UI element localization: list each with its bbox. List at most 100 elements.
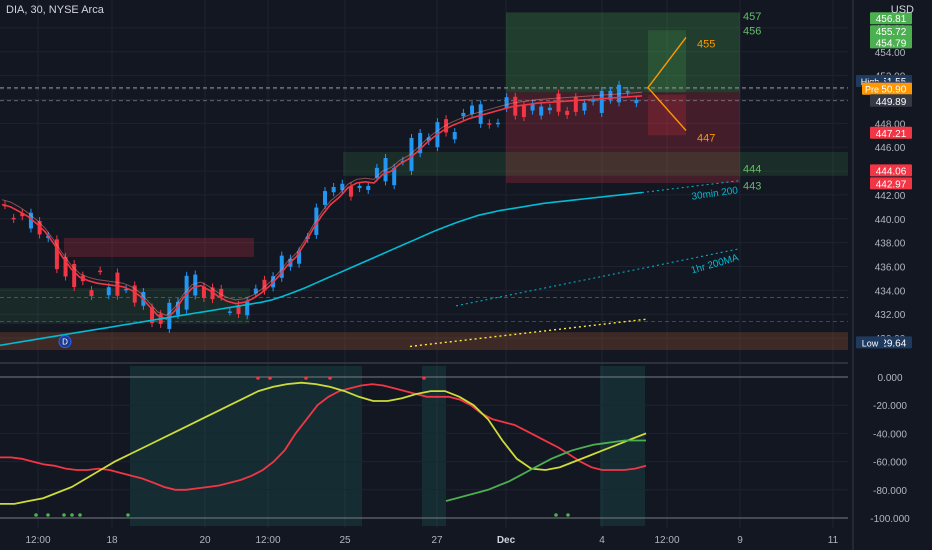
stop-zone — [506, 92, 740, 183]
candle-64 — [556, 93, 561, 112]
osc-highlight-1 — [422, 366, 446, 526]
projection-arrows — [647, 37, 687, 131]
candle-58 — [504, 97, 509, 108]
signal-dot-green-2 — [62, 513, 66, 517]
osc-line-1 — [0, 381, 647, 505]
currency-label[interactable]: USD — [890, 4, 914, 16]
mid-zone — [343, 151, 848, 176]
osc-line-2 — [445, 439, 646, 502]
price-badge-11 — [870, 177, 912, 190]
candle-62 — [539, 106, 544, 116]
candle-49 — [426, 137, 431, 142]
price-badge-0 — [870, 12, 912, 25]
candle-2 — [20, 213, 25, 217]
osc-line-0 — [0, 383, 647, 491]
price-badge-text-11: 442.97 — [876, 179, 907, 190]
price-badge-10 — [870, 164, 912, 177]
signal-dot-green-0 — [34, 513, 38, 517]
candle-47 — [409, 137, 414, 171]
signal-dot-red-2 — [304, 376, 308, 380]
candle-17 — [150, 307, 155, 324]
candle-8 — [72, 263, 77, 288]
candle-36 — [314, 207, 319, 235]
candle-20 — [175, 301, 180, 315]
time-tick-8: 12:00 — [654, 535, 679, 546]
price-badge-2 — [870, 36, 912, 49]
candle-14 — [124, 288, 129, 291]
signal-dot-red-3 — [328, 376, 332, 380]
candle-27 — [236, 304, 241, 315]
price-tick-4: 438.00 — [875, 239, 906, 250]
candle-34 — [297, 251, 302, 264]
candle-22 — [193, 274, 198, 296]
indicator-lines — [0, 91, 741, 348]
price-badge-text-8: 449.89 — [876, 97, 907, 108]
time-tick-9: 9 — [737, 535, 743, 546]
candle-28 — [245, 301, 250, 316]
candle-73 — [634, 99, 639, 104]
price-badge-label-bg-6 — [862, 82, 882, 95]
indicator-line-2 — [0, 191, 643, 347]
level-label-1: 456 — [743, 25, 761, 37]
price-tick-9: 448.00 — [875, 119, 906, 130]
level-label-0: 457 — [743, 11, 761, 23]
candle-1 — [11, 217, 16, 220]
price-tick-6: 442.00 — [875, 191, 906, 202]
price-badge-1 — [870, 25, 912, 38]
time-tick-3: 12:00 — [255, 535, 280, 546]
signal-dot-red-0 — [256, 376, 260, 380]
signal-dot-red-4 — [422, 376, 426, 380]
level-label-2: 455 — [697, 38, 715, 50]
candle-69 — [599, 90, 604, 113]
candle-4 — [37, 221, 42, 235]
candle-61 — [530, 103, 535, 111]
candle-66 — [573, 97, 578, 112]
candle-60 — [521, 105, 526, 118]
osc-highlight-0 — [130, 366, 362, 526]
price-badge-text-12: 429.64 — [876, 338, 907, 349]
osc-tick-0: 0.000 — [877, 373, 902, 384]
support-zone — [0, 287, 250, 324]
time-tick-6: Dec — [497, 535, 516, 546]
candle-72 — [625, 90, 630, 93]
price-tick-5: 440.00 — [875, 215, 906, 226]
level-label-3: 447 — [697, 133, 715, 145]
level-label-4: 444 — [743, 164, 761, 176]
time-tick-10: 11 — [828, 535, 839, 546]
osc-tick-4: -80.000 — [873, 486, 907, 497]
dividend-marker-label: D — [62, 338, 68, 347]
candle-45 — [392, 167, 397, 186]
candle-48 — [418, 132, 423, 154]
symbol-title[interactable]: DIA, 30, NYSE Arca — [6, 4, 104, 16]
candle-26 — [227, 311, 232, 313]
candle-53 — [461, 112, 466, 117]
osc-tick-5: -100.000 — [870, 514, 910, 525]
candle-43 — [374, 167, 379, 178]
grid-lines — [0, 0, 848, 528]
time-axis[interactable]: 12:00 18 20 12:00 25 27 Dec 4 12:00 9 11 — [25, 535, 838, 546]
candle-25 — [219, 288, 224, 297]
time-tick-4: 25 — [339, 535, 351, 546]
price-badge-9 — [870, 126, 912, 139]
candle-68 — [591, 100, 596, 102]
price-badge-text-10: 444.06 — [876, 166, 907, 177]
candle-65 — [565, 110, 570, 115]
price-badge-text-6: 450.90 — [876, 85, 907, 96]
indicator-line-0 — [1, 95, 643, 320]
candle-7 — [63, 257, 68, 277]
candle-42 — [366, 186, 371, 190]
candle-13 — [115, 272, 120, 296]
candle-57 — [495, 122, 500, 125]
price-badge-label-6: Pre — [865, 85, 879, 95]
resistance-zone — [64, 237, 254, 257]
candle-56 — [487, 123, 492, 125]
price-tick-12: 454.00 — [875, 48, 906, 59]
signal-dot-green-7 — [566, 513, 570, 517]
signal-dot-green-6 — [554, 513, 558, 517]
candle-11 — [98, 270, 103, 273]
ma-extension-1hr — [455, 248, 741, 307]
price-axis[interactable]: 430.00432.00434.00436.00438.00440.00442.… — [852, 0, 912, 550]
osc-tick-2: -40.000 — [873, 429, 907, 440]
base-zone — [0, 332, 848, 351]
